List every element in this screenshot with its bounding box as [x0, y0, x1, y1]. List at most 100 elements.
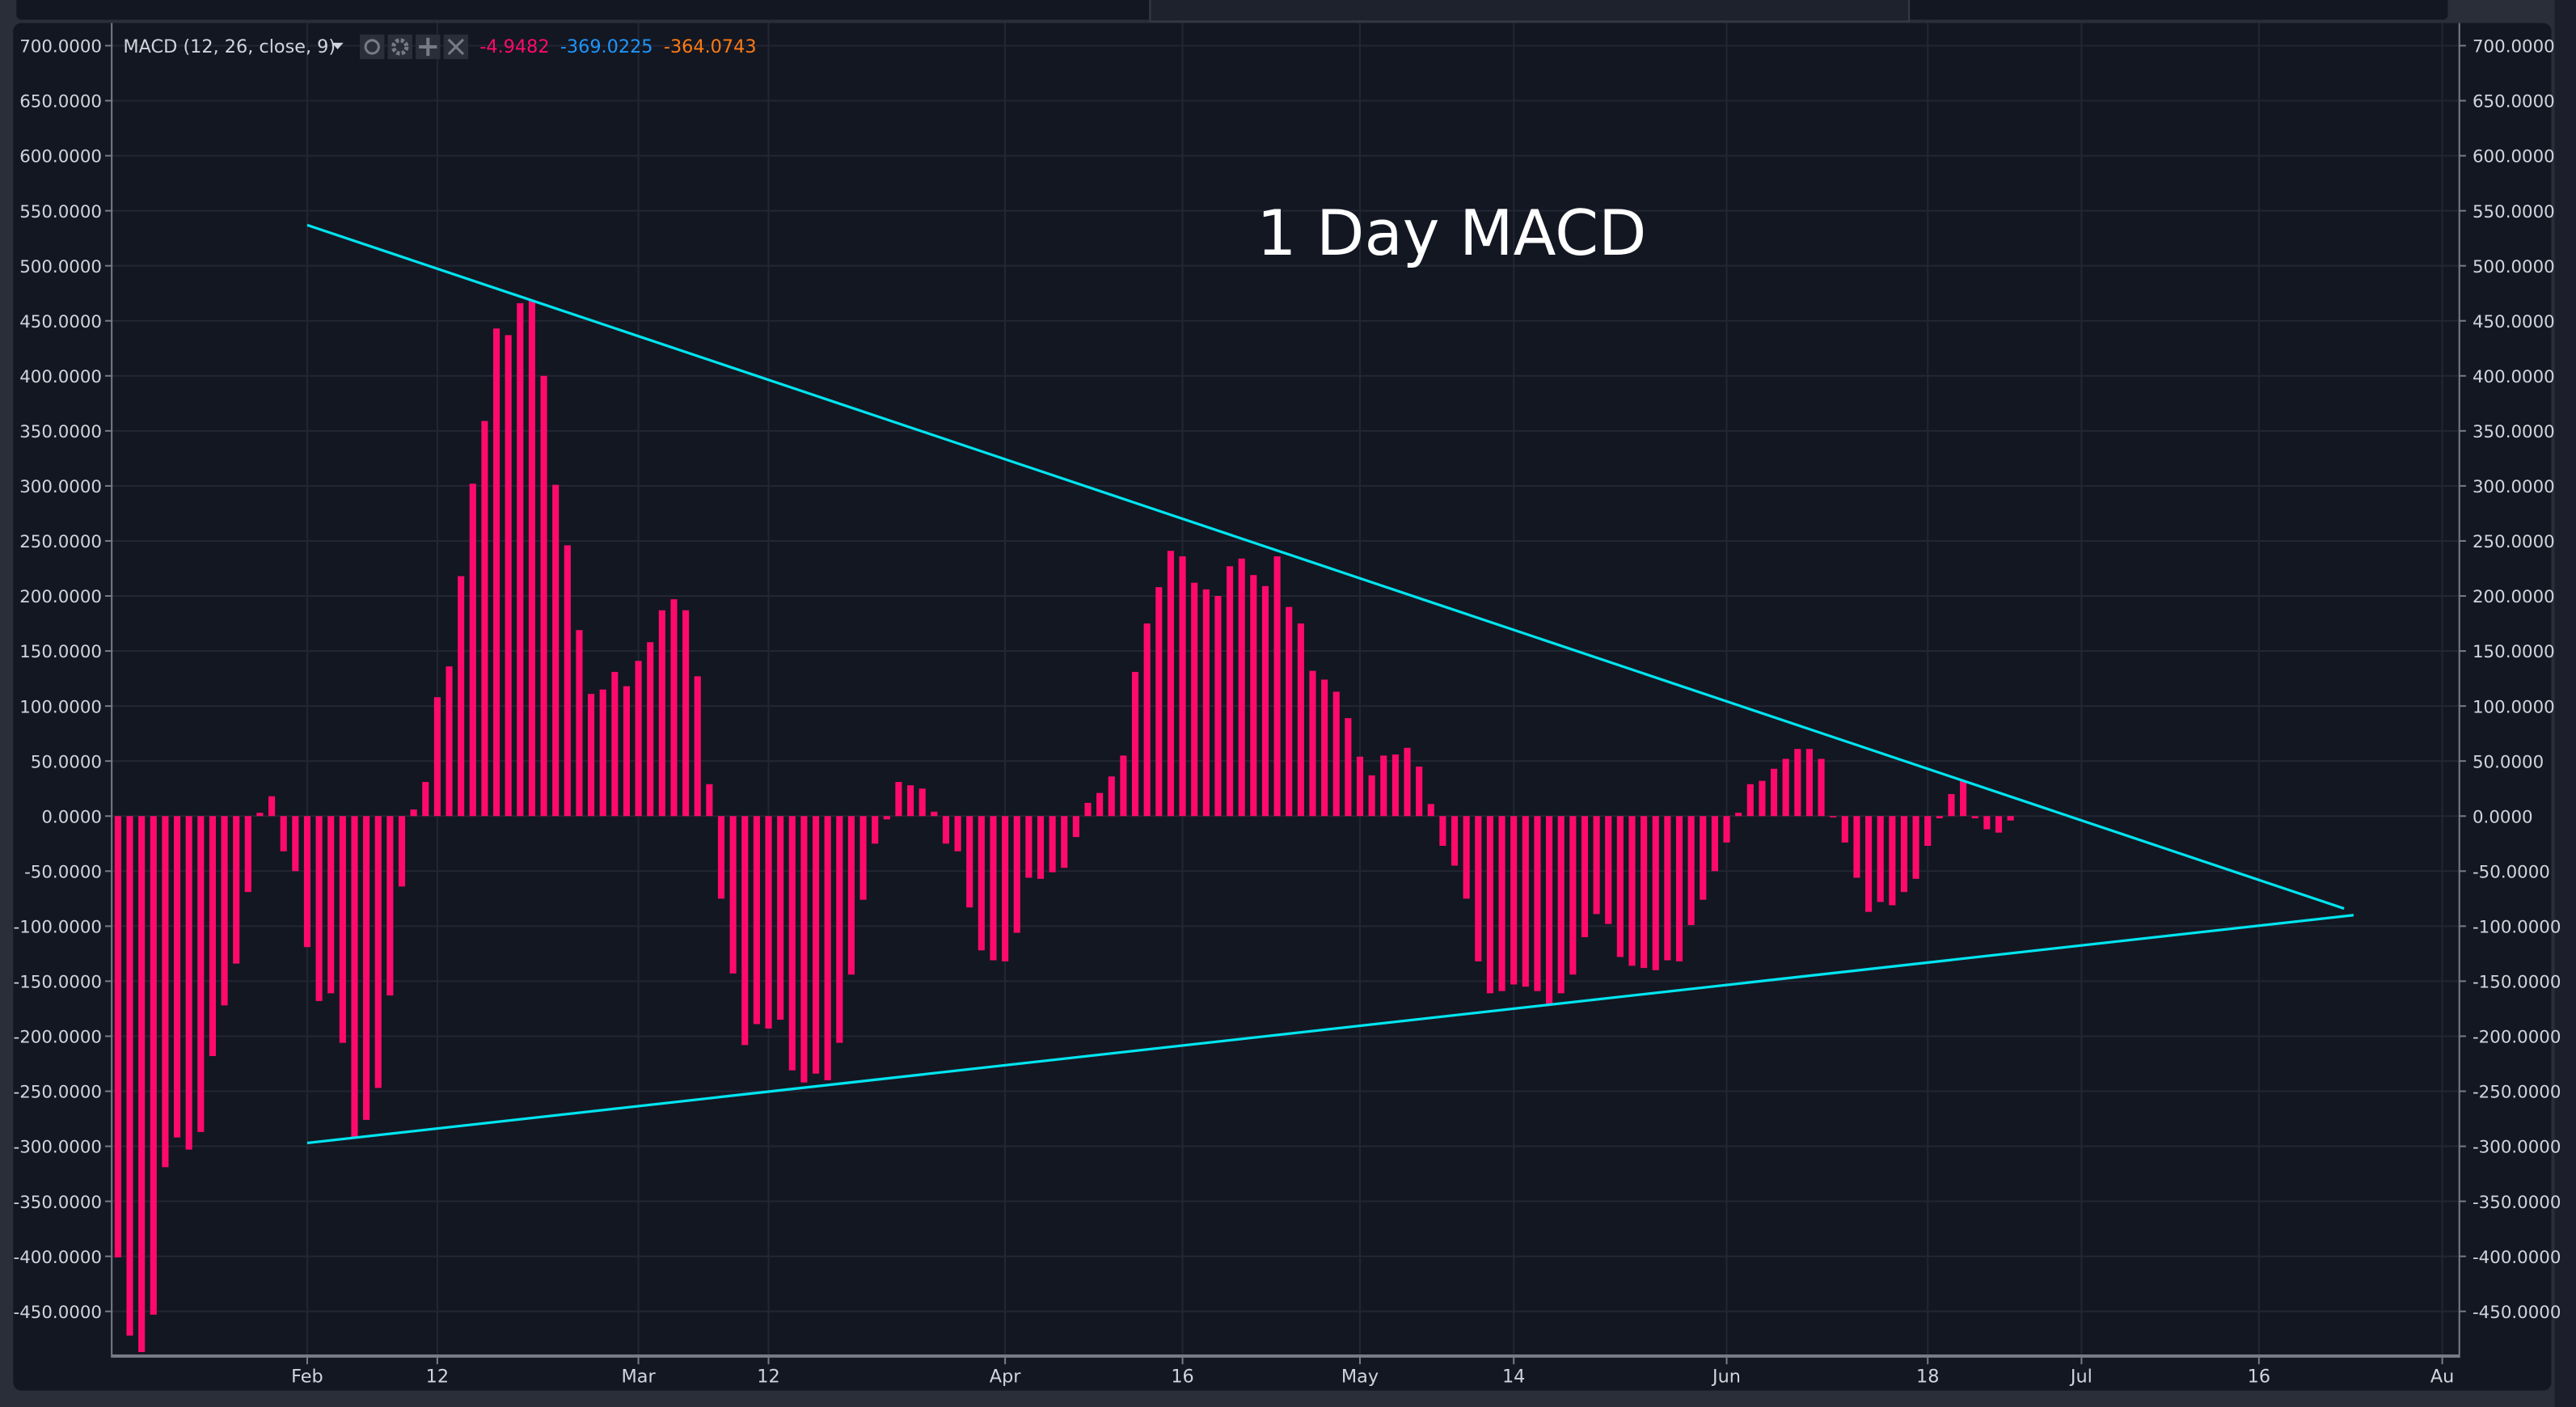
histogram-bar: [1983, 816, 1991, 830]
histogram-bar: [623, 686, 631, 817]
gear-icon[interactable]: [387, 34, 413, 60]
histogram-bar: [1948, 794, 1955, 817]
y-tick-label: 250.0000: [2473, 532, 2555, 552]
upper-trendline[interactable]: [306, 223, 2345, 911]
y-tick-label: 700.0000: [19, 37, 102, 57]
histogram-bar: [233, 816, 240, 964]
histogram-bar: [978, 816, 985, 951]
x-tick-label: 16: [1171, 1367, 1193, 1388]
y-tick-label: -200.0000: [14, 1028, 102, 1048]
y-tick-label: 400.0000: [19, 367, 102, 387]
histogram-bar: [280, 816, 287, 851]
histogram-bar: [114, 816, 121, 1258]
histogram-bar: [433, 697, 441, 817]
histogram-bar: [836, 816, 843, 1043]
plus-icon[interactable]: [416, 34, 441, 60]
right-price-scale[interactable]: 700.0000 650.0000 600.0000 550.0000 500.0000…: [2459, 37, 2561, 1323]
y-tick-label: -100.0000: [2473, 917, 2561, 937]
trendlines[interactable]: [306, 223, 2354, 1145]
histogram-bar: [256, 813, 264, 817]
y-tick-label: -450.0000: [2473, 1303, 2561, 1323]
histogram-bar: [1877, 816, 1884, 902]
histogram-bar: [611, 671, 619, 817]
histogram-bar: [1616, 816, 1624, 957]
histogram-bar: [1735, 813, 1742, 817]
histogram-bar: [1841, 816, 1848, 843]
histogram-bar: [1675, 816, 1683, 961]
histogram-bar: [1723, 816, 1730, 843]
histogram-bar: [422, 782, 429, 817]
x-tick-label: 14: [1502, 1367, 1525, 1388]
histogram-bar: [351, 816, 358, 1138]
x-tick-label: Feb: [291, 1367, 323, 1388]
x-tick-label: Au: [2430, 1367, 2454, 1388]
histogram-bar: [741, 816, 749, 1046]
histogram-bar: [588, 694, 595, 817]
histogram-bar: [126, 816, 133, 1336]
histogram-bar: [1096, 792, 1104, 817]
histogram-bar: [954, 816, 961, 851]
indicator-name[interactable]: MACD (12, 26, close, 9): [123, 36, 336, 57]
histogram-bar: [990, 816, 997, 961]
time-scale[interactable]: Feb 12 Mar 12 Apr 16 May 14 Jun 18 Jul 16 Au: [291, 1358, 2454, 1388]
y-tick-label: 650.0000: [19, 92, 102, 112]
histogram-bar: [1227, 566, 1234, 817]
histogram-bar: [1889, 816, 1896, 906]
histogram-bar: [1900, 816, 1908, 893]
histogram-bar: [1061, 816, 1068, 868]
histogram-bar: [1700, 816, 1707, 900]
lower-trendline[interactable]: [306, 914, 2354, 1145]
histogram-bar: [1404, 747, 1411, 817]
y-tick-label: 150.0000: [19, 642, 102, 662]
histogram-bar: [410, 809, 417, 817]
histogram-bar: [1416, 766, 1423, 817]
histogram-bar: [327, 816, 335, 994]
histogram-bar: [682, 610, 690, 817]
histogram-bar: [1072, 816, 1079, 838]
histogram-bar: [1463, 816, 1470, 899]
histogram-bar: [173, 816, 181, 1138]
y-tick-label: -350.0000: [14, 1193, 102, 1213]
y-tick-label: -100.0000: [14, 917, 102, 937]
histogram-bar: [1214, 596, 1222, 817]
histogram-bar: [635, 661, 642, 817]
histogram-bar: [1013, 816, 1020, 933]
histogram-bar: [1202, 589, 1210, 817]
close-icon[interactable]: [443, 34, 469, 60]
histogram-bar: [221, 816, 228, 1006]
histogram-bar: [1641, 816, 1648, 969]
histogram-bar: [1332, 691, 1340, 817]
y-tick-label: 600.0000: [2473, 147, 2555, 167]
histogram-bar: [1652, 816, 1659, 970]
histogram-bar: [1120, 755, 1127, 817]
x-tick-label: May: [1341, 1367, 1379, 1388]
histogram-bar: [268, 796, 276, 817]
histogram-bar: [883, 816, 890, 820]
histogram-bar: [942, 816, 950, 844]
y-tick-label: 200.0000: [19, 587, 102, 607]
histogram-bar: [847, 816, 855, 975]
histogram-bar: [859, 816, 867, 900]
y-tick-label: 150.0000: [2473, 642, 2555, 662]
chevron-down-icon[interactable]: [332, 42, 344, 49]
histogram-bar: [1628, 816, 1636, 966]
y-tick-label: -350.0000: [2473, 1193, 2561, 1213]
eye-icon[interactable]: [359, 34, 385, 60]
y-tick-label: 500.0000: [19, 257, 102, 277]
histogram-bar: [1167, 551, 1174, 817]
histogram-bar: [1971, 816, 1978, 818]
histogram-bar: [907, 785, 914, 817]
histogram-bar: [1250, 575, 1257, 817]
histogram-bar: [1687, 816, 1695, 925]
y-tick-label: 0.0000: [41, 807, 102, 827]
y-tick-label: -50.0000: [2473, 862, 2550, 882]
histogram-bar: [1356, 756, 1364, 817]
histogram-bar: [1273, 556, 1281, 817]
left-price-scale[interactable]: 700.0000 650.0000 600.0000 550.0000 500.0000…: [14, 37, 112, 1323]
histogram-bar: [1345, 718, 1352, 817]
histogram-bar: [1546, 816, 1553, 1006]
histogram-bar: [1746, 784, 1754, 817]
histogram-bar: [2007, 816, 2014, 821]
x-tick-label: 12: [757, 1367, 779, 1388]
y-tick-label: 250.0000: [19, 532, 102, 552]
